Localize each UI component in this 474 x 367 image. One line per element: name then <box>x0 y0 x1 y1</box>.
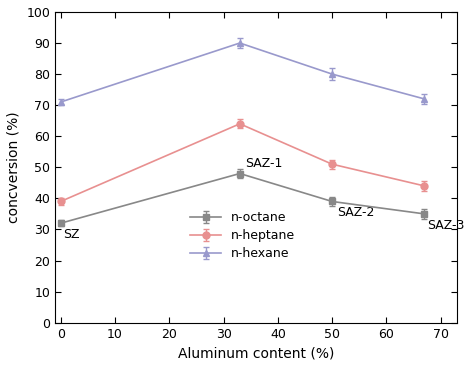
Text: SAZ-3: SAZ-3 <box>427 219 465 232</box>
Text: SAZ-1: SAZ-1 <box>245 157 283 170</box>
Text: SZ: SZ <box>64 228 80 241</box>
Legend: n-octane, n-heptane, n-hexane: n-octane, n-heptane, n-hexane <box>190 211 295 261</box>
X-axis label: Aluminum content (%): Aluminum content (%) <box>178 346 334 360</box>
Text: SAZ-2: SAZ-2 <box>337 206 375 219</box>
Y-axis label: concversion (%): concversion (%) <box>7 112 21 223</box>
